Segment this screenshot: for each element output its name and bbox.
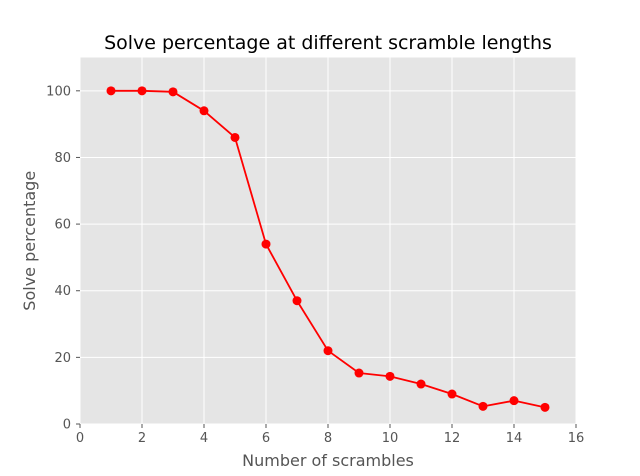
y-axis-label: Solve percentage bbox=[20, 171, 39, 311]
data-point bbox=[261, 239, 271, 249]
y-tick-label: 60 bbox=[54, 218, 71, 233]
x-tick-label: 12 bbox=[444, 431, 461, 446]
x-tick-label: 8 bbox=[324, 431, 332, 446]
y-tick-label: 20 bbox=[54, 351, 71, 366]
data-point bbox=[385, 371, 395, 381]
y-tick-label: 80 bbox=[54, 151, 71, 166]
data-point bbox=[540, 402, 550, 412]
data-point bbox=[354, 368, 364, 378]
data-point bbox=[106, 86, 116, 96]
y-tick-label: 40 bbox=[54, 284, 71, 299]
data-point bbox=[416, 379, 426, 389]
series bbox=[106, 86, 550, 412]
data-point bbox=[323, 346, 333, 356]
x-axis-label: Number of scrambles bbox=[242, 451, 414, 470]
data-point bbox=[292, 296, 302, 306]
x-tick-label: 2 bbox=[138, 431, 146, 446]
data-point bbox=[137, 86, 147, 96]
data-point bbox=[199, 106, 209, 116]
y-tick-label: 100 bbox=[46, 84, 71, 99]
data-point bbox=[230, 132, 240, 142]
axis-ticks: 0 2 4 6 8 10 12 14 16 0 20 40 60 80 100 bbox=[46, 84, 584, 446]
data-point bbox=[168, 87, 178, 97]
data-point bbox=[478, 401, 488, 411]
x-tick-label: 14 bbox=[506, 431, 523, 446]
x-tick-label: 16 bbox=[568, 431, 585, 446]
data-point bbox=[509, 396, 519, 406]
x-tick-label: 10 bbox=[382, 431, 399, 446]
x-tick-label: 4 bbox=[200, 431, 208, 446]
x-tick-label: 6 bbox=[262, 431, 270, 446]
y-tick-label: 0 bbox=[63, 418, 71, 433]
data-point bbox=[447, 389, 457, 399]
chart-title: Solve percentage at different scramble l… bbox=[104, 32, 552, 54]
x-tick-label: 0 bbox=[76, 431, 84, 446]
